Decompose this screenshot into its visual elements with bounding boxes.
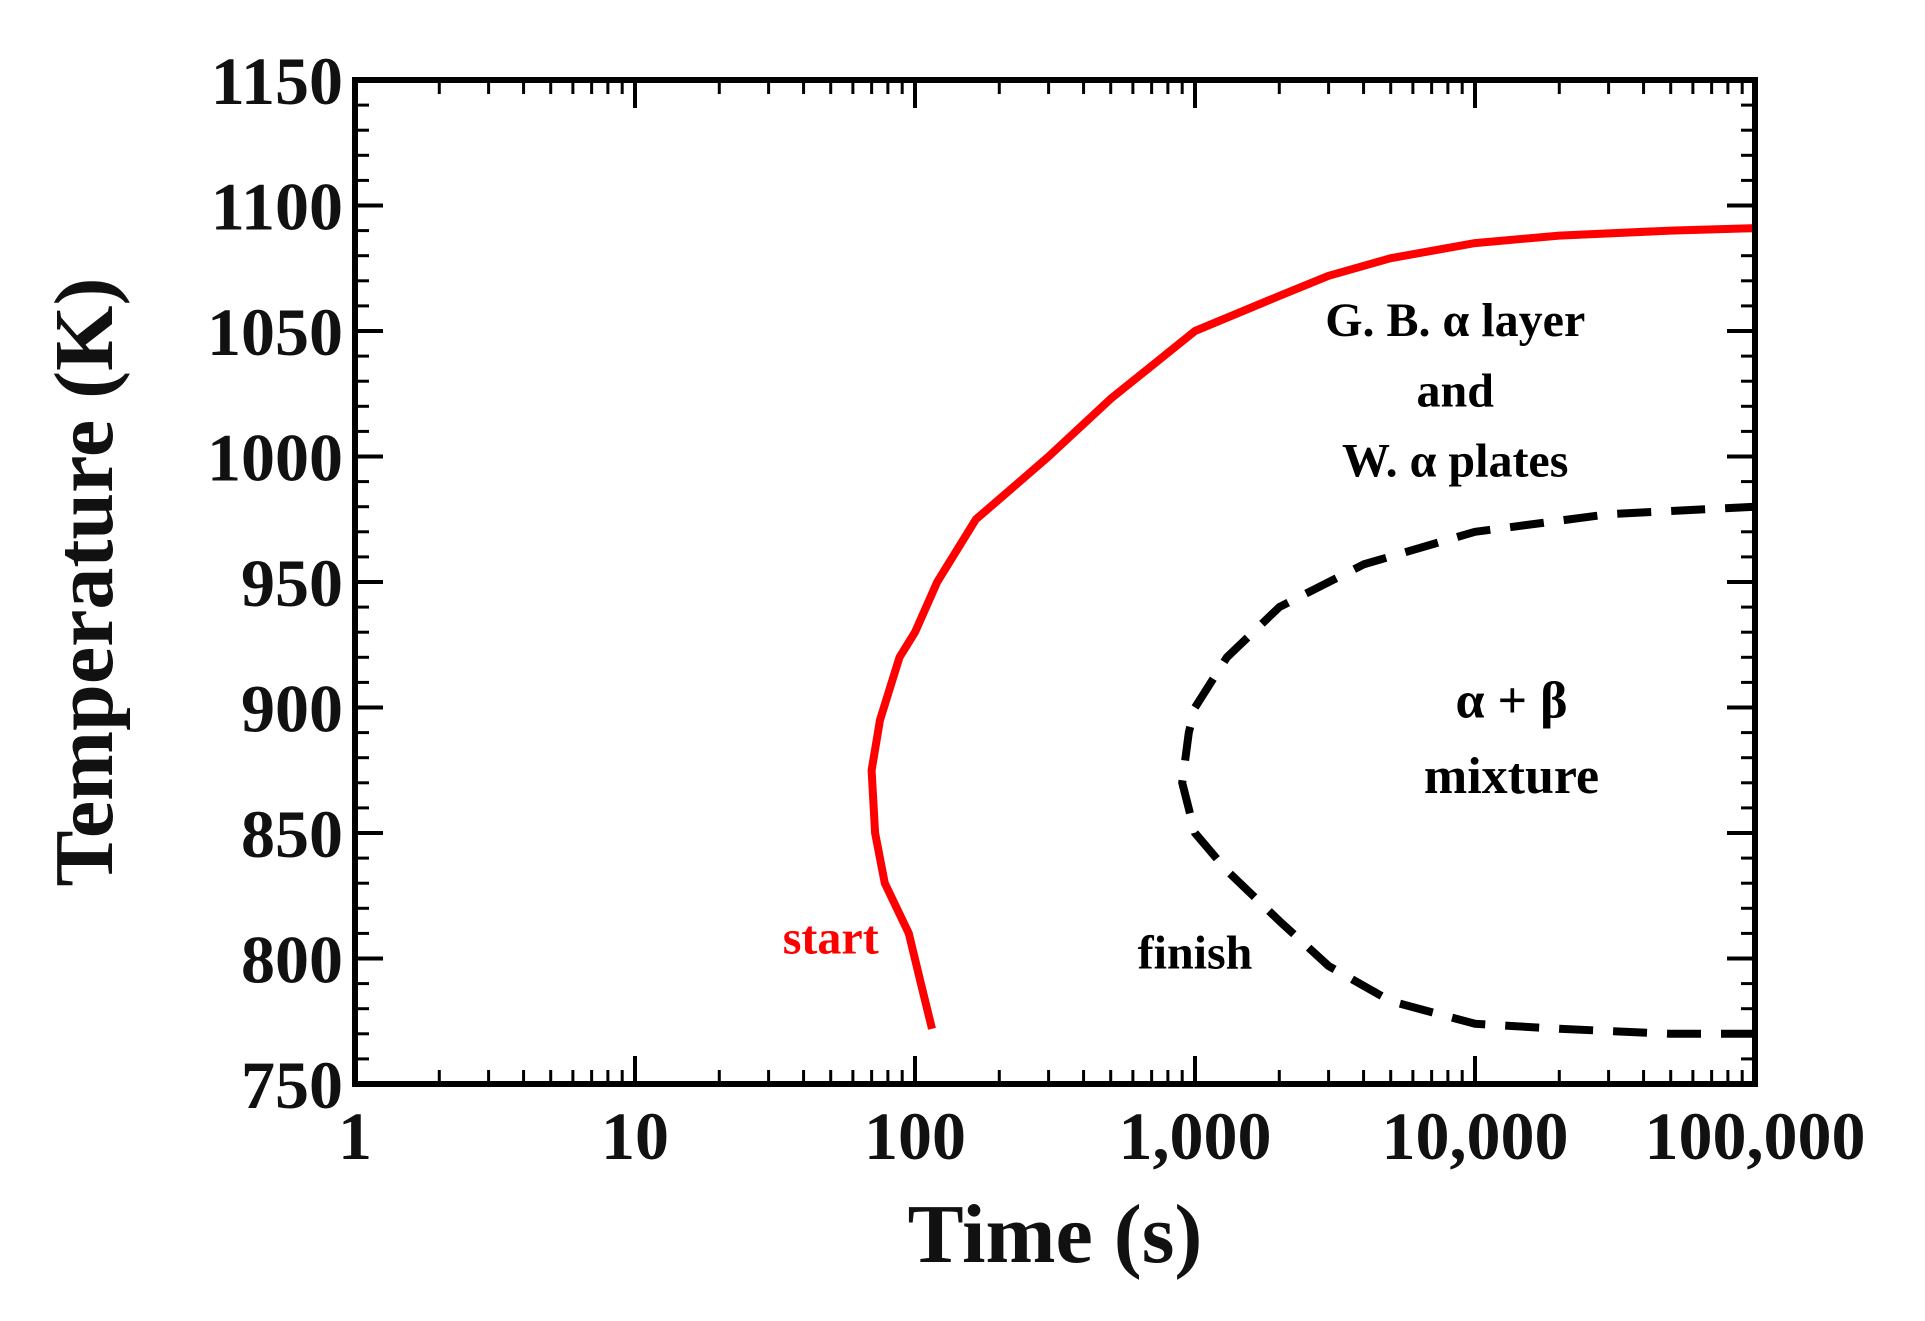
y-tick-label: 950 — [241, 545, 343, 621]
finish-curve — [1178, 502, 1756, 1038]
annotation-label: start — [783, 911, 879, 964]
annotation-label: W. α plates — [1342, 435, 1568, 488]
x-tick-label: 100,000 — [1645, 1098, 1866, 1174]
annotation-label: and — [1417, 364, 1495, 417]
x-tick-label: 10,000 — [1382, 1098, 1569, 1174]
annotations: start finish G. B. α layer and W. α plates α … — [783, 294, 1599, 980]
start-curve — [867, 224, 1756, 1030]
annotation-label: finish — [1138, 927, 1253, 980]
annotation-label: mixture — [1424, 748, 1599, 805]
series-group — [867, 224, 1756, 1038]
tick-labels: 1 10 100 1,000 10,000 100,000 750 800 850 900 950 1… — [207, 43, 1866, 1174]
y-tick-label: 800 — [241, 922, 343, 998]
y-tick-label: 900 — [241, 671, 343, 747]
plot-frame — [352, 77, 1758, 1087]
y-tick-label: 850 — [241, 796, 343, 872]
y-tick-label: 750 — [241, 1047, 343, 1123]
x-tick-label: 1 — [338, 1098, 372, 1174]
x-tick-label: 1,000 — [1119, 1098, 1272, 1174]
y-tick-label: 1050 — [207, 294, 343, 370]
y-tick-label: 1100 — [211, 169, 343, 245]
y-tick-label: 1000 — [207, 420, 343, 496]
x-tick-label: 100 — [864, 1098, 966, 1174]
annotation-label: G. B. α layer — [1325, 294, 1585, 347]
y-axis-title: Temperature (K) — [38, 278, 131, 887]
x-axis-title: Time (s) — [908, 1188, 1203, 1281]
y-tick-label: 1150 — [211, 43, 343, 119]
x-tick-label: 10 — [601, 1098, 669, 1174]
axis-ticks — [353, 78, 1757, 1086]
annotation-label: α + β — [1455, 673, 1567, 730]
